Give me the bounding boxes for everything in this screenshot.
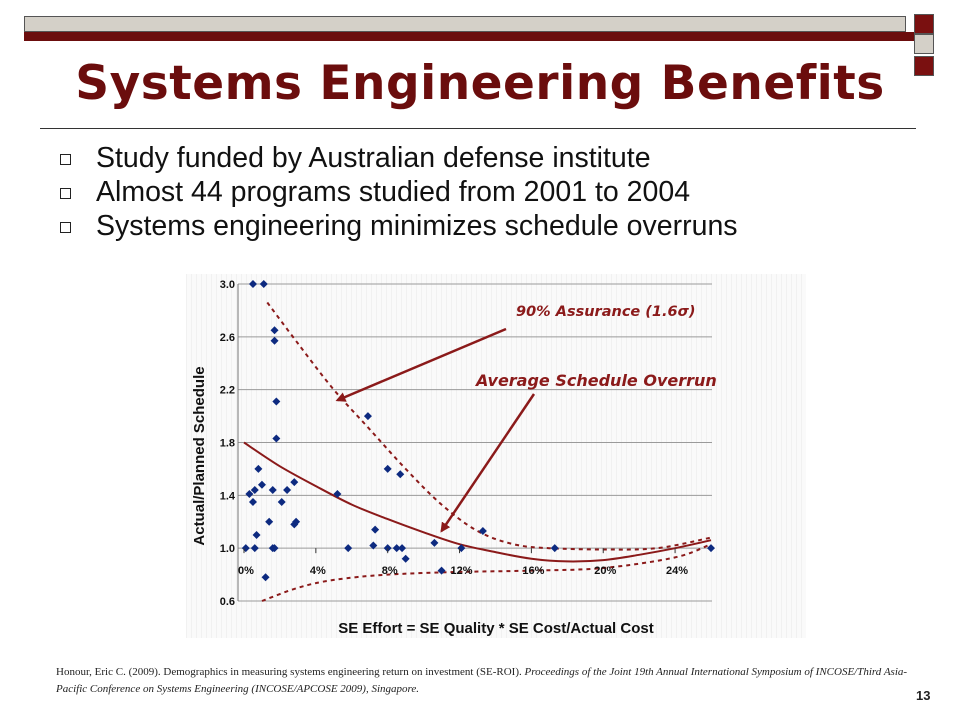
x-tick-label: 20%: [594, 565, 616, 577]
data-point: [369, 541, 378, 550]
data-point: [396, 470, 405, 479]
data-point: [241, 544, 250, 553]
data-point: [371, 525, 380, 534]
upper-assurance-curve: [266, 301, 712, 551]
data-point: [270, 336, 279, 345]
data-point: [259, 280, 268, 288]
slide-top-accent-bar: [24, 32, 934, 41]
x-tick-label: 16%: [522, 565, 544, 577]
schedule-overrun-chart: 0.6 1.0 1.4 1.8 2.2 2.6 3.0 0% 4% 8% 12% 16% 20% 24%…: [186, 274, 806, 638]
data-point: [398, 544, 407, 553]
bullet-text: Study funded by Australian defense insti…: [96, 142, 651, 174]
data-point: [257, 480, 266, 489]
data-point: [265, 517, 274, 526]
lower-assurance-curve: [261, 543, 712, 602]
y-tick-label: 3.0: [220, 279, 235, 291]
chart-canvas: 0.6 1.0 1.4 1.8 2.2 2.6 3.0 0% 4% 8% 12% 16% 20% 24%…: [191, 279, 717, 637]
data-point: [272, 397, 281, 406]
y-tick-label: 1.8: [220, 438, 235, 450]
data-point: [277, 497, 286, 506]
corner-square-decoration: [914, 34, 934, 54]
data-point: [383, 464, 392, 473]
citation-proceedings: Proceedings of the Joint 19th Annual Int…: [56, 666, 908, 695]
slide-title: Systems Engineering Benefits: [75, 56, 885, 111]
data-point: [268, 486, 277, 495]
data-point: [430, 538, 439, 547]
y-tick-label: 2.2: [220, 385, 235, 397]
y-tick-label: 2.6: [220, 332, 235, 344]
x-tick-label: 0%: [238, 565, 254, 577]
data-point: [250, 486, 259, 495]
y-tick-label: 1.4: [220, 490, 236, 502]
title-divider: [40, 128, 916, 129]
data-point: [272, 434, 281, 443]
average-trend-curve: [243, 441, 712, 563]
annotation-arrow: [440, 393, 536, 533]
data-point: [344, 544, 353, 553]
square-bullet-icon: [60, 188, 71, 199]
square-bullet-icon: [60, 154, 71, 165]
data-point: [401, 554, 410, 563]
data-point: [383, 544, 392, 553]
data-point: [248, 497, 257, 506]
data-point: [270, 544, 279, 553]
x-tick-label: 12%: [451, 565, 473, 577]
y-tick-label: 1.0: [220, 543, 235, 555]
corner-square-decoration: [914, 56, 934, 76]
data-point: [478, 526, 487, 535]
square-bullet-icon: [60, 222, 71, 233]
data-point: [250, 544, 259, 553]
citation: Honour, Eric C. (2009). Demographics in …: [56, 664, 916, 698]
citation-author-title: Honour, Eric C. (2009). Demographics in …: [56, 666, 522, 678]
corner-square-decoration: [914, 14, 934, 34]
annotation-arrow: [335, 327, 507, 402]
x-tick-label: 8%: [382, 565, 398, 577]
data-point: [333, 490, 342, 499]
x-tick-label: 24%: [666, 565, 688, 577]
x-tick-label: 4%: [310, 565, 326, 577]
y-tick-label: 0.6: [220, 596, 235, 608]
data-point: [292, 517, 301, 526]
data-point: [261, 573, 270, 582]
data-point: [707, 544, 715, 553]
data-point: [290, 478, 299, 487]
page-number: 13: [916, 688, 931, 703]
data-point: [550, 544, 559, 553]
data-point: [437, 566, 446, 575]
annotation-assurance: 90% Assurance (1.6σ): [516, 304, 696, 320]
slide-top-bar: [24, 16, 906, 32]
data-point: [392, 544, 401, 553]
data-point: [254, 464, 263, 473]
data-point: [363, 412, 372, 421]
bullet-text: Almost 44 programs studied from 2001 to …: [96, 176, 691, 208]
data-point: [270, 326, 279, 335]
data-point: [248, 280, 257, 288]
bullet-text: Systems engineering minimizes schedule o…: [96, 210, 738, 242]
data-point: [252, 530, 261, 539]
data-point: [283, 486, 292, 495]
data-point: [245, 490, 254, 499]
x-axis-label: SE Effort = SE Quality * SE Cost/Actual …: [338, 620, 653, 637]
y-axis-label: Actual/Planned Schedule: [191, 366, 208, 545]
annotation-average-overrun: Average Schedule Overrun: [474, 371, 717, 390]
